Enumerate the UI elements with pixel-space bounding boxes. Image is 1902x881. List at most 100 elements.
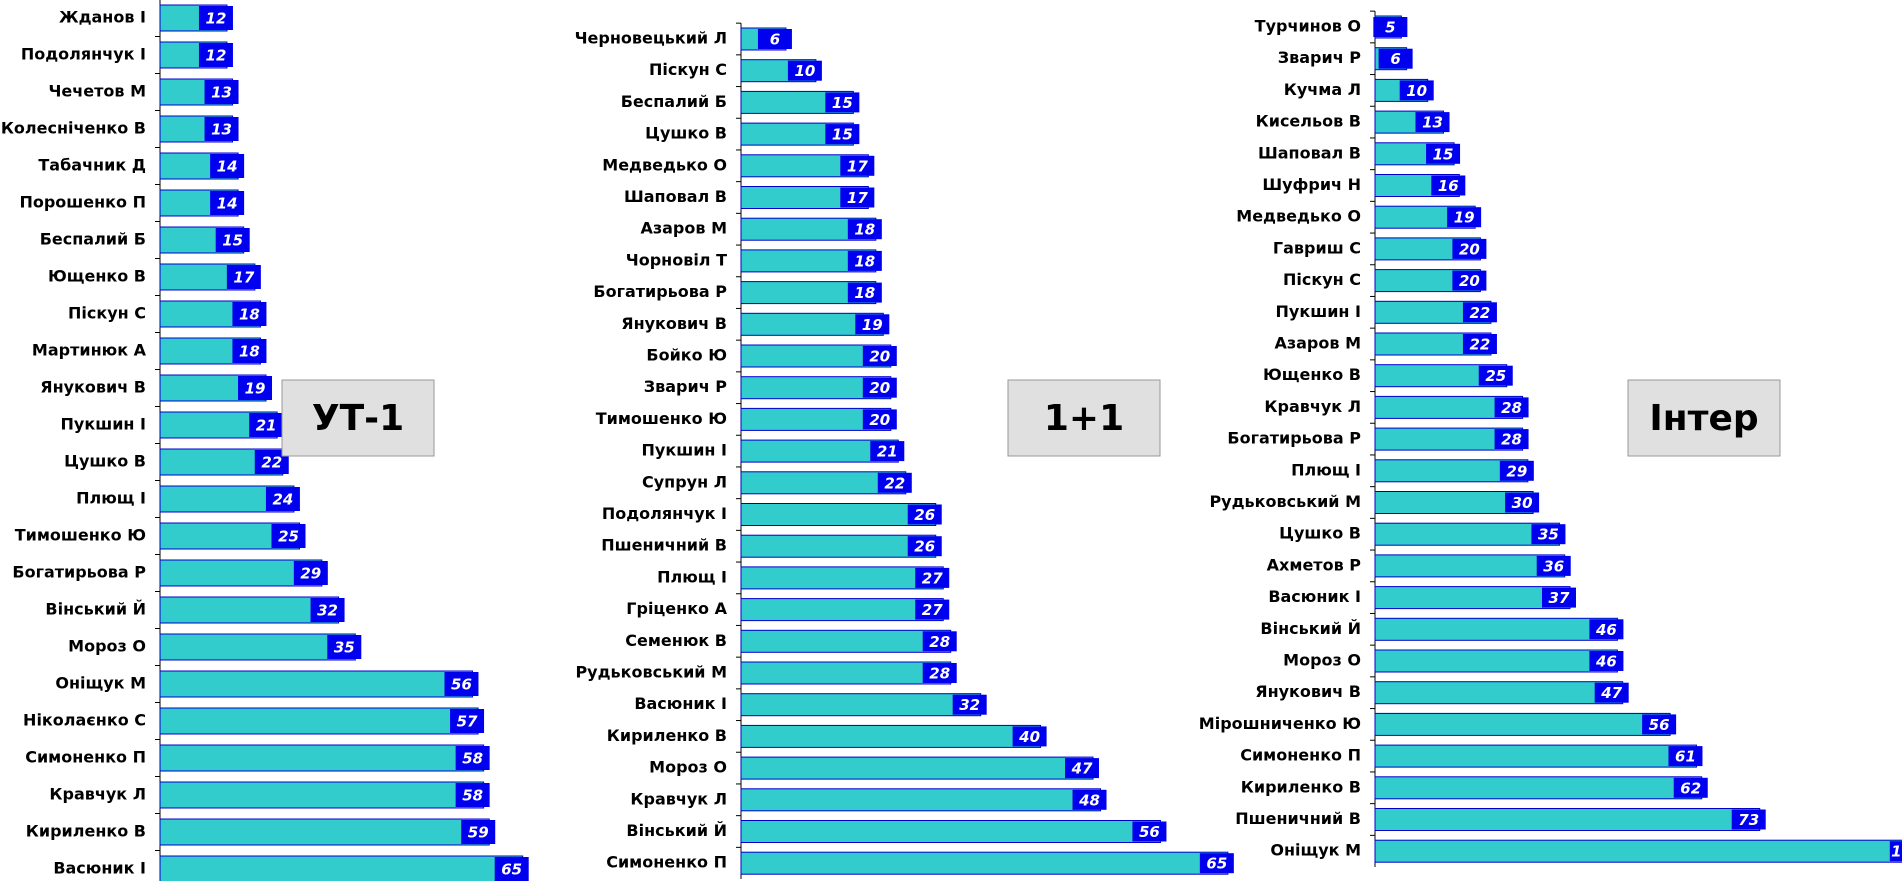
category-label: Мороз О bbox=[1283, 651, 1361, 670]
category-label: Медведько О bbox=[1236, 207, 1361, 226]
category-label: Турчинов О bbox=[1255, 17, 1361, 36]
value-label: 48 bbox=[1078, 791, 1100, 809]
value-label-box bbox=[877, 472, 912, 493]
channel-box bbox=[281, 379, 435, 457]
value-label-box bbox=[1012, 726, 1047, 747]
value-label-box bbox=[847, 219, 882, 240]
category-label: Тимошенко Ю bbox=[15, 526, 146, 545]
value-label-box bbox=[862, 409, 897, 430]
bar bbox=[740, 629, 952, 653]
value-label-box bbox=[1889, 841, 1902, 862]
category-label: Піскун С bbox=[68, 304, 146, 323]
category-label: Зварич Р bbox=[1278, 48, 1362, 67]
value-label: 15 bbox=[832, 126, 853, 144]
category-label: Васюник І bbox=[634, 694, 727, 713]
value-label: 36 bbox=[1543, 557, 1564, 575]
value-label: 15 bbox=[832, 94, 853, 112]
value-label-box bbox=[204, 117, 239, 141]
value-label-box bbox=[1594, 682, 1629, 703]
value-label-box bbox=[1494, 429, 1529, 450]
value-label-box bbox=[494, 857, 529, 881]
value-label-box bbox=[1731, 809, 1766, 830]
channel-title: УТ-1 bbox=[312, 398, 404, 439]
category-label: Порошенко П bbox=[19, 193, 146, 212]
bar bbox=[159, 781, 485, 809]
category-label: Піскун С bbox=[649, 60, 727, 79]
category-label: Мірошниченко Ю bbox=[1199, 714, 1361, 733]
value-label-box bbox=[444, 672, 479, 696]
bar bbox=[740, 693, 982, 717]
value-label: 12 bbox=[206, 10, 227, 28]
bar bbox=[159, 707, 479, 735]
category-label: Піскун С bbox=[1283, 270, 1361, 289]
value-label-box bbox=[271, 524, 306, 548]
value-label: 20 bbox=[869, 379, 890, 397]
value-label: 25 bbox=[278, 528, 299, 546]
category-label: Беспалий Б bbox=[40, 230, 146, 249]
value-label-box bbox=[922, 631, 957, 652]
value-label: 29 bbox=[1506, 462, 1527, 480]
value-label: 27 bbox=[922, 569, 943, 587]
bar bbox=[740, 788, 1102, 812]
value-label-box bbox=[915, 599, 950, 620]
channel-title: 1+1 bbox=[1044, 398, 1124, 439]
category-label: Симоненко П bbox=[1240, 746, 1361, 765]
category-label: Плющ І bbox=[657, 567, 727, 586]
value-label-box bbox=[862, 346, 897, 366]
value-label: 26 bbox=[914, 538, 935, 556]
category-label: Кравчук Л bbox=[630, 789, 727, 808]
value-label: 20 bbox=[869, 411, 890, 429]
value-label-box bbox=[1373, 17, 1408, 37]
value-label: 18 bbox=[239, 343, 260, 361]
value-label: 103 bbox=[1891, 843, 1902, 861]
bar bbox=[1374, 776, 1703, 800]
value-label-box bbox=[1499, 460, 1534, 481]
value-label: 15 bbox=[222, 232, 243, 250]
category-label: Подолянчук І bbox=[602, 504, 727, 523]
value-label: 20 bbox=[869, 348, 890, 366]
category-label: Цушко В bbox=[645, 124, 727, 143]
value-label-box bbox=[455, 746, 490, 770]
category-label: Беспалий Б bbox=[621, 92, 727, 111]
value-label-box bbox=[1199, 853, 1234, 874]
value-label-box bbox=[1494, 397, 1529, 418]
category-label: Янукович В bbox=[621, 314, 727, 333]
category-label: Янукович В bbox=[40, 378, 146, 397]
bar bbox=[740, 661, 952, 685]
value-label: 16 bbox=[1438, 177, 1459, 195]
value-label: 18 bbox=[239, 306, 260, 324]
value-label-box bbox=[1589, 651, 1624, 671]
value-label: 21 bbox=[877, 443, 898, 461]
value-label: 46 bbox=[1595, 653, 1617, 671]
category-label: Оніщук М bbox=[55, 674, 146, 693]
value-label-box bbox=[1452, 238, 1487, 259]
value-label: 19 bbox=[862, 316, 883, 334]
bar bbox=[740, 566, 944, 590]
value-label-box bbox=[1452, 270, 1487, 291]
value-label: 22 bbox=[1470, 304, 1491, 322]
value-label-box bbox=[210, 191, 245, 215]
value-label-box bbox=[1462, 302, 1497, 323]
value-label-box bbox=[840, 187, 875, 208]
category-label: Цушко В bbox=[64, 452, 146, 471]
value-label: 22 bbox=[261, 454, 282, 472]
category-label: Супрун Л bbox=[642, 472, 727, 491]
value-label: 56 bbox=[1139, 823, 1160, 841]
value-label: 37 bbox=[1549, 589, 1570, 607]
bar bbox=[159, 744, 485, 772]
category-label: Симоненко П bbox=[25, 748, 146, 767]
category-label: Кучма Л bbox=[1284, 80, 1361, 99]
category-label: Мартинюк А bbox=[32, 341, 147, 360]
value-label: 61 bbox=[1675, 748, 1696, 766]
value-label-box bbox=[232, 302, 267, 326]
category-label: Плющ І bbox=[76, 489, 146, 508]
category-label: Рудьковський М bbox=[575, 663, 727, 682]
value-label-box bbox=[847, 282, 882, 303]
value-label: 28 bbox=[929, 633, 950, 651]
value-label-box bbox=[249, 413, 284, 437]
category-label: Медведько О bbox=[602, 155, 727, 174]
bar bbox=[1374, 649, 1618, 673]
value-label-box bbox=[847, 250, 882, 271]
